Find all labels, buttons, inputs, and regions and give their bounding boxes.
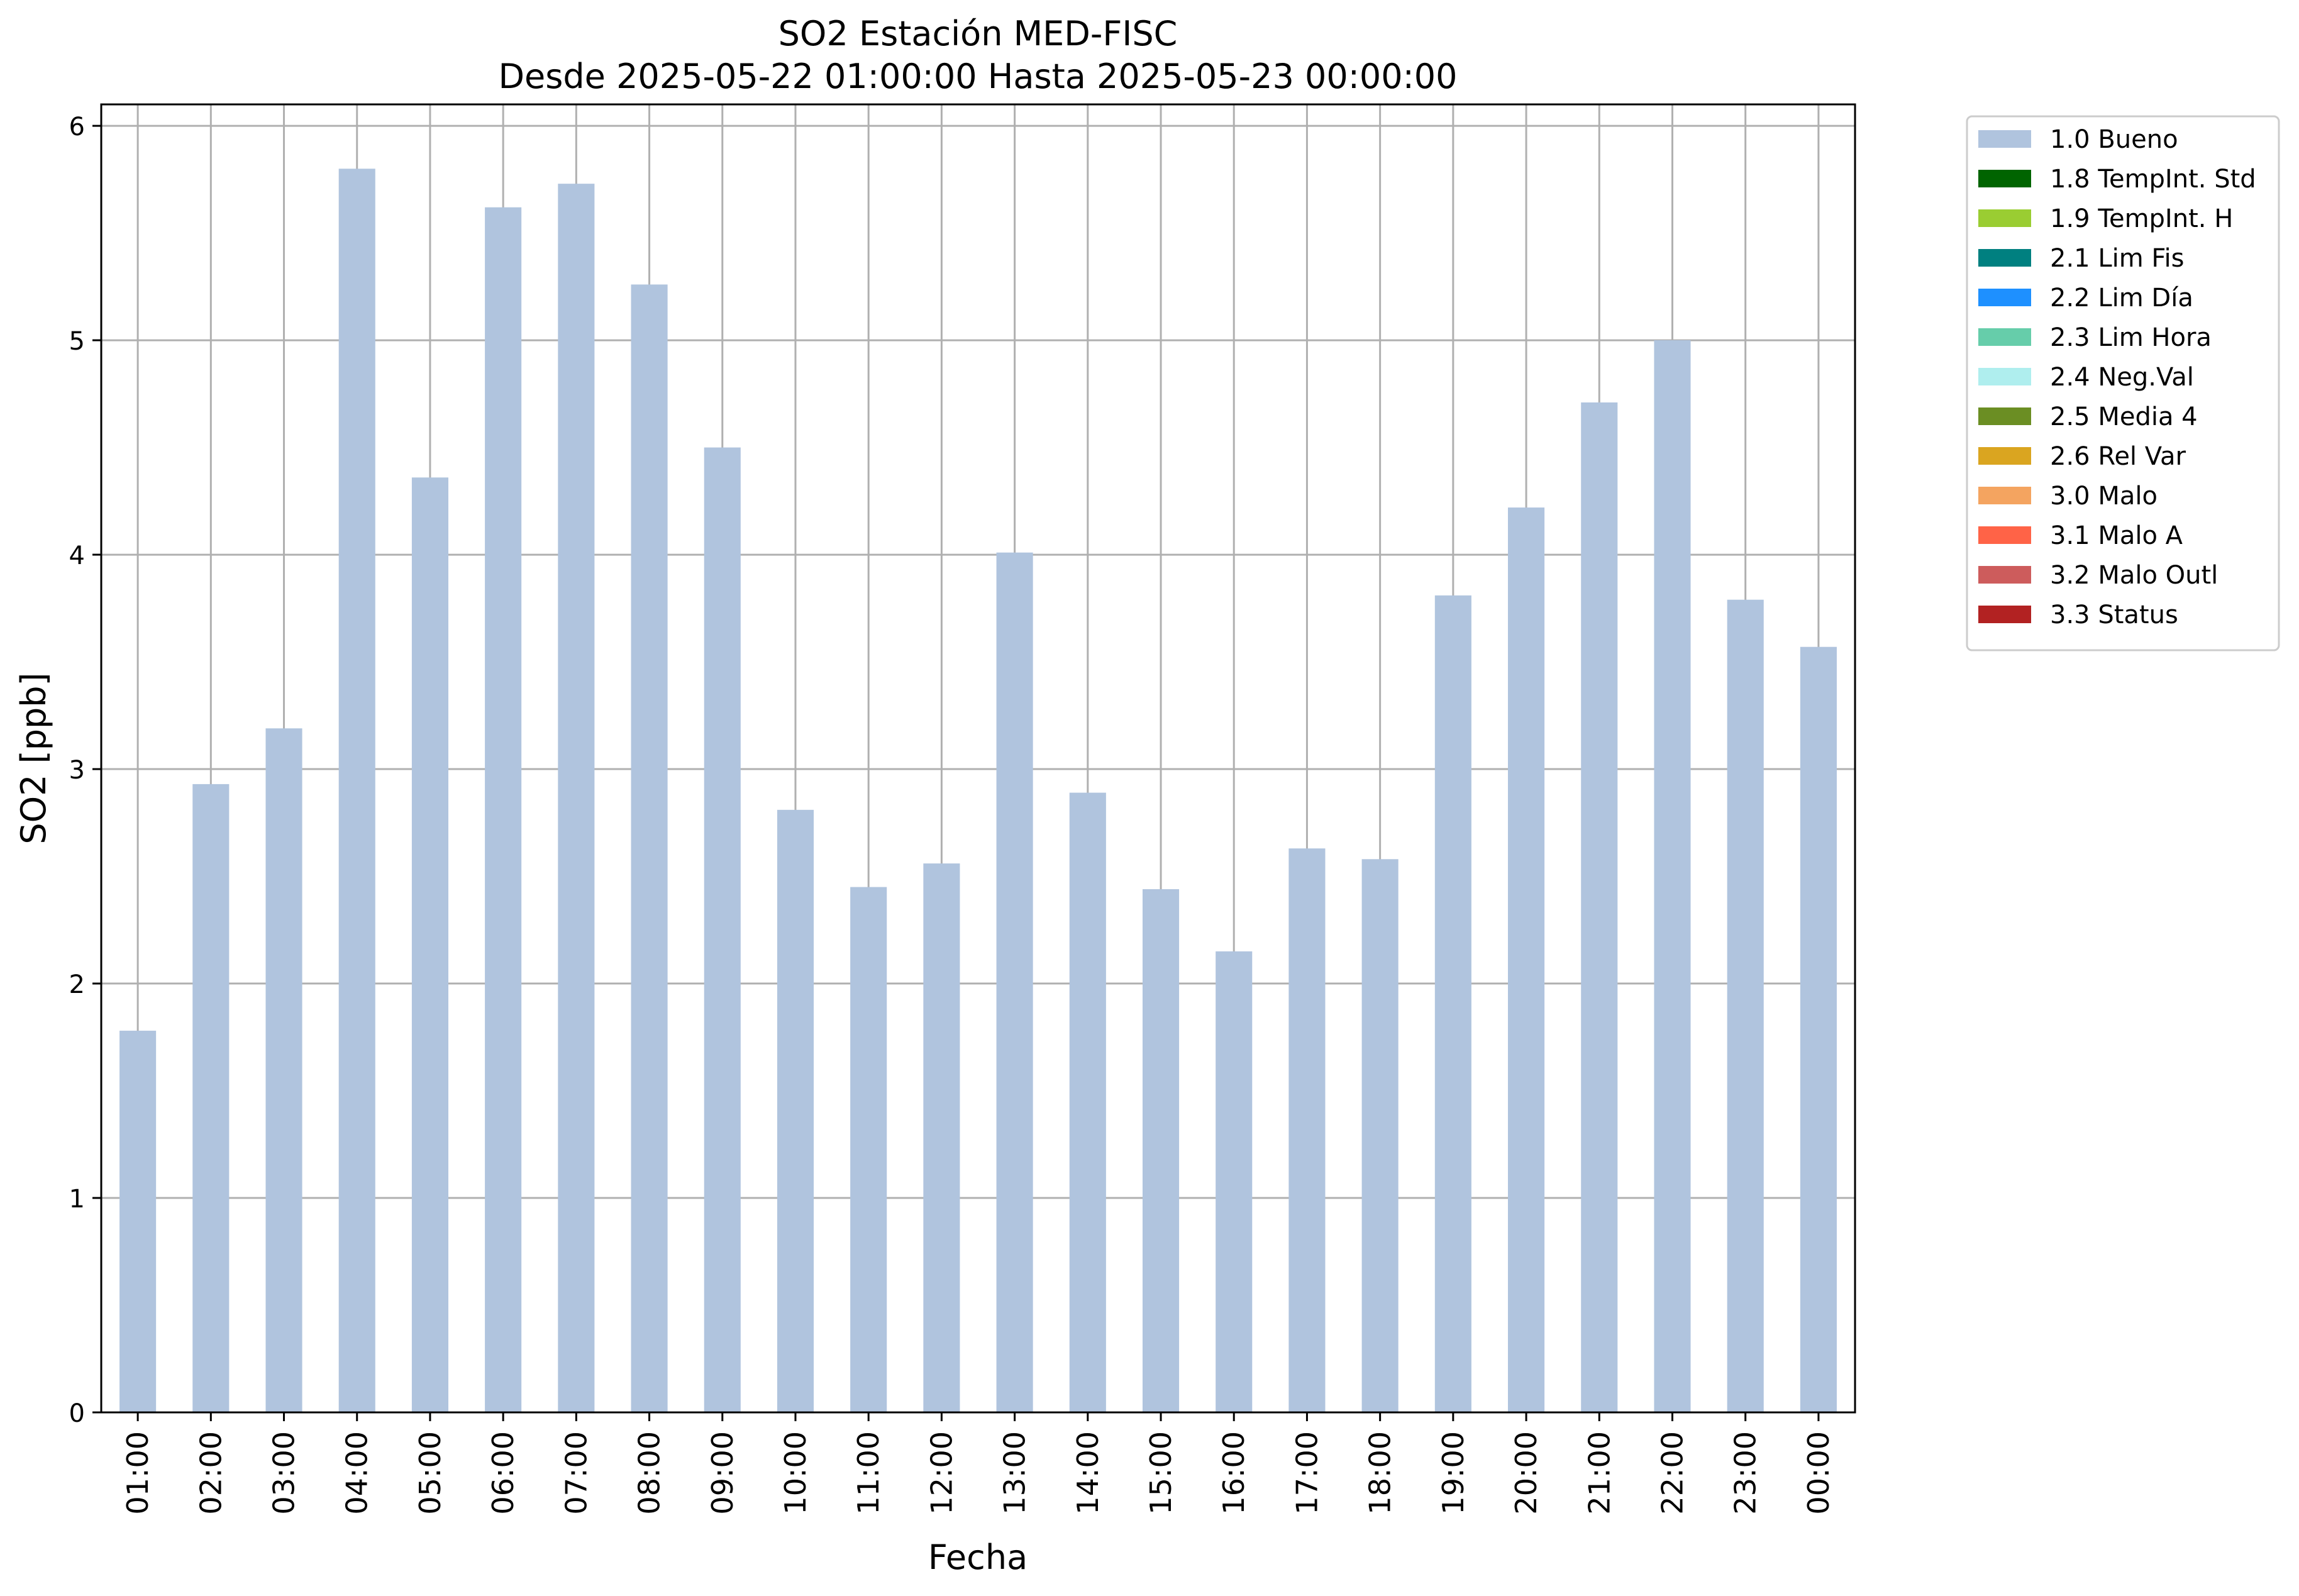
legend-swatch <box>1978 566 2031 584</box>
bar-0100 <box>119 1031 157 1412</box>
legend-swatch <box>1978 249 2031 267</box>
bar-1400 <box>1069 792 1106 1412</box>
bar-1100 <box>850 887 887 1412</box>
legend-label: 2.5 Media 4 <box>2050 402 2198 431</box>
legend-label: 2.2 Lim Día <box>2050 284 2193 313</box>
x-tick-label: 18:00 <box>1363 1431 1397 1515</box>
bar-2300 <box>1727 599 1764 1412</box>
legend-swatch <box>1978 606 2031 623</box>
plot-frame <box>100 103 1856 1414</box>
y-tick-label: 2 <box>69 970 85 999</box>
axes: 0 1 2 3 4 5 6 01:00 02:00 03:00 04:00 05:00 06:00 07:… <box>69 113 1836 1514</box>
bar-1200 <box>923 863 960 1412</box>
bar-0800 <box>631 284 668 1412</box>
x-tick-label: 05:00 <box>413 1431 447 1515</box>
bar-1000 <box>777 809 814 1412</box>
y-tick-label: 1 <box>69 1185 85 1214</box>
x-tick-label: 22:00 <box>1655 1431 1689 1515</box>
x-tick-label: 16:00 <box>1217 1431 1251 1515</box>
x-tick-label: 15:00 <box>1144 1431 1178 1515</box>
bar-1800 <box>1361 859 1399 1412</box>
bar-1300 <box>996 552 1033 1412</box>
y-tick-label: 4 <box>69 541 85 570</box>
bar-0700 <box>558 184 595 1412</box>
bar-2000 <box>1508 507 1545 1412</box>
y-tick-label: 3 <box>69 756 85 785</box>
legend: 1.0 Bueno 1.8 TempInt. Std 1.9 TempInt. H 2… <box>1966 115 2280 651</box>
legend-swatch <box>1978 447 2031 465</box>
legend-swatch <box>1978 170 2031 187</box>
legend-swatch <box>1978 328 2031 346</box>
legend-label: 1.0 Bueno <box>2050 125 2178 154</box>
legend-label: 2.6 Rel Var <box>2050 442 2186 471</box>
x-tick-label: 21:00 <box>1582 1431 1616 1515</box>
bar-1500 <box>1142 889 1180 1412</box>
y-axis-label: SO2 [ppb] <box>14 672 53 844</box>
bar-0900 <box>704 447 741 1413</box>
x-tick-label: 03:00 <box>267 1431 301 1515</box>
x-tick-label: 02:00 <box>194 1431 228 1515</box>
legend-label: 3.0 Malo <box>2050 482 2158 511</box>
y-tick-label: 0 <box>69 1399 85 1428</box>
x-tick-label: 20:00 <box>1509 1431 1543 1515</box>
x-tick-label: 23:00 <box>1729 1431 1763 1515</box>
y-tick-label: 5 <box>69 327 85 356</box>
legend-label: 1.8 TempInt. Std <box>2050 165 2256 194</box>
x-axis-label: Fecha <box>928 1538 1028 1577</box>
bar-0300 <box>265 728 302 1412</box>
x-tick-label: 17:00 <box>1290 1431 1324 1515</box>
bar-0500 <box>411 477 448 1412</box>
bar-0000 <box>1800 646 1837 1412</box>
x-tick-label: 14:00 <box>1071 1431 1105 1515</box>
x-tick-label: 09:00 <box>706 1431 740 1515</box>
legend-swatch <box>1978 526 2031 544</box>
x-tick-label: 00:00 <box>1802 1431 1836 1515</box>
legend-label: 1.9 TempInt. H <box>2050 204 2233 233</box>
legend-swatch <box>1978 407 2031 425</box>
x-tick-label: 11:00 <box>851 1431 885 1515</box>
legend-label: 3.2 Malo Outl <box>2050 561 2218 590</box>
legend-swatch <box>1978 130 2031 148</box>
x-tick-label: 12:00 <box>924 1431 958 1515</box>
chart-title: SO2 Estación MED-FISC <box>778 14 1178 53</box>
x-tick-label: 10:00 <box>778 1431 812 1515</box>
legend-swatch <box>1978 368 2031 385</box>
x-tick-label: 06:00 <box>486 1431 520 1515</box>
legend-label: 2.4 Neg.Val <box>2050 363 2194 392</box>
x-tick-label: 01:00 <box>121 1431 155 1515</box>
y-tick-label: 6 <box>69 113 85 141</box>
legend-swatch <box>1978 487 2031 504</box>
legend-label: 3.3 Status <box>2050 601 2178 629</box>
legend-swatch <box>1978 209 2031 227</box>
bar-1900 <box>1434 595 1471 1412</box>
bar-1700 <box>1288 848 1326 1412</box>
bar-0400 <box>338 169 375 1413</box>
bars <box>119 169 1837 1413</box>
legend-swatch <box>1978 289 2031 306</box>
x-tick-label: 08:00 <box>633 1431 667 1515</box>
x-tick-label: 19:00 <box>1436 1431 1470 1515</box>
x-tick-label: 04:00 <box>340 1431 374 1515</box>
bar-0600 <box>485 207 522 1412</box>
legend-label: 2.1 Lim Fis <box>2050 244 2184 273</box>
chart-subtitle: Desde 2025-05-22 01:00:00 Hasta 2025-05-… <box>498 57 1457 96</box>
x-tick-label: 07:00 <box>559 1431 593 1515</box>
bar-2100 <box>1581 402 1618 1412</box>
bar-2200 <box>1654 340 1691 1412</box>
legend-label: 3.1 Malo A <box>2050 521 2183 550</box>
x-tick-label: 13:00 <box>998 1431 1032 1515</box>
legend-frame <box>1966 115 2280 651</box>
bar-0200 <box>192 784 230 1412</box>
bar-1600 <box>1216 951 1253 1412</box>
legend-label: 2.3 Lim Hora <box>2050 323 2212 352</box>
